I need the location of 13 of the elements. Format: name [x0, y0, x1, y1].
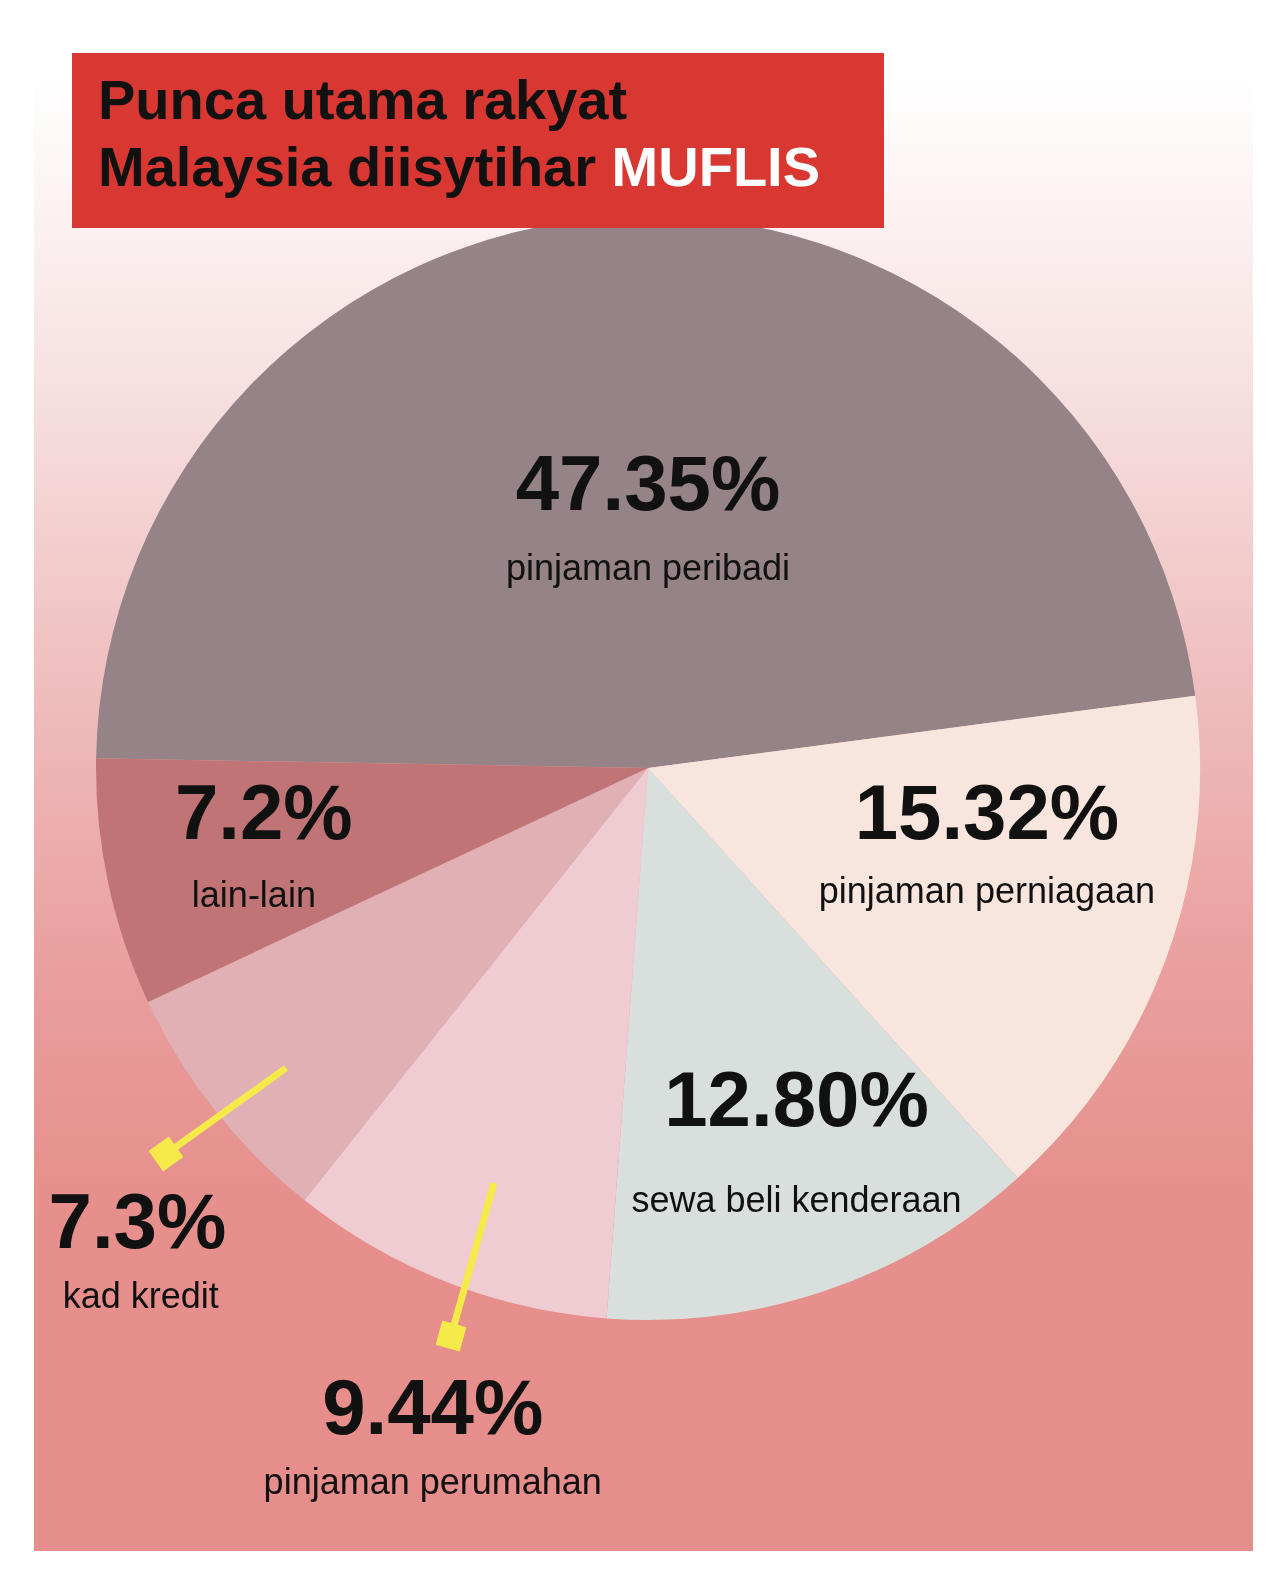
- data-label: 15.32%: [854, 768, 1120, 857]
- data-label: 7.2%: [174, 768, 353, 857]
- slice-label: kad kredit: [62, 1274, 219, 1316]
- slice-label: lain-lain: [191, 874, 316, 916]
- slice-label: pinjaman perniagaan: [818, 870, 1156, 912]
- data-label: 9.44%: [322, 1363, 544, 1452]
- slice-label: sewa beli kenderaan: [631, 1178, 962, 1220]
- slice-label: pinjaman peribadi: [505, 546, 791, 588]
- slice-label: pinjaman perumahan: [263, 1460, 602, 1502]
- chart-title: Punca utama rakyat Malaysia diisytihar MUFLIS: [98, 68, 821, 198]
- data-label: 12.80%: [664, 1055, 929, 1144]
- data-label: 47.35%: [515, 439, 781, 528]
- data-label: 7.3%: [48, 1176, 227, 1265]
